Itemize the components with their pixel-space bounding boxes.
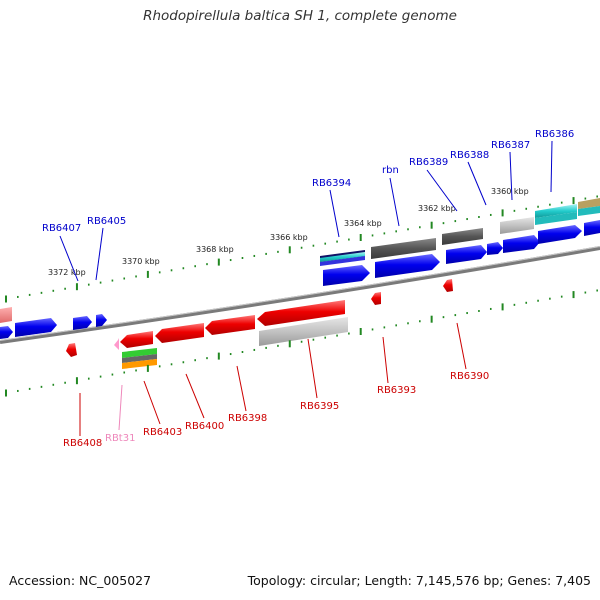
leader-line <box>467 161 487 206</box>
feature-reverse-box <box>122 354 157 363</box>
gene-label-reverse[interactable]: RB6403 <box>143 427 182 438</box>
leader-line <box>185 373 205 419</box>
gene-reverse-arrow[interactable] <box>120 331 153 348</box>
leader-line <box>456 322 467 370</box>
gene-label-forward[interactable]: rbn <box>382 165 399 176</box>
gene-forward-arrow[interactable] <box>446 245 487 264</box>
gene-forward-arrow[interactable] <box>487 242 503 255</box>
leader-line <box>329 189 340 238</box>
reverse-strand-genes <box>0 279 453 369</box>
genome-backbone <box>0 246 600 344</box>
gene-label-reverse[interactable]: RB6398 <box>228 413 267 424</box>
gene-reverse-arrow[interactable] <box>155 323 204 343</box>
gene-label-reverse[interactable]: RB6408 <box>63 438 102 449</box>
scale-label: 3364 kbp <box>344 219 382 228</box>
gene-forward-arrow[interactable] <box>538 225 582 244</box>
rna-label[interactable]: RBt31 <box>105 433 135 444</box>
feature-forward-box <box>442 228 483 245</box>
gene-label-forward[interactable]: RB6389 <box>409 157 448 168</box>
forward-strand-genes <box>0 198 600 339</box>
leader-line <box>307 338 318 399</box>
scale-labels: 3372 kbp 3370 kbp 3368 kbp 3366 kbp 3364 kbp… <box>48 187 529 277</box>
gene-reverse-arrow[interactable] <box>66 343 77 357</box>
leader-line <box>236 365 247 412</box>
gene-reverse-arrow[interactable] <box>371 292 381 305</box>
scale-label: 3368 kbp <box>196 245 234 254</box>
gene-forward-arrow[interactable] <box>323 265 370 286</box>
gene-label-forward[interactable]: RB6386 <box>535 129 574 140</box>
gene-label-reverse[interactable]: RB6400 <box>185 421 224 432</box>
feature-forward-box <box>320 252 365 262</box>
gene-forward-arrow[interactable] <box>503 235 540 253</box>
feature-forward-box <box>535 204 577 218</box>
topology-text: Topology: circular; Length: 7,145,576 bp… <box>247 573 591 588</box>
genome-backbone-highlight <box>0 246 600 341</box>
gene-label-reverse[interactable]: RB6395 <box>300 401 339 412</box>
feature-forward-box <box>371 238 436 259</box>
scale-label: 3360 kbp <box>491 187 529 196</box>
gene-label-forward[interactable]: RB6387 <box>491 140 530 151</box>
feature-reverse-box <box>122 359 157 369</box>
scale-ticks-outer <box>5 195 598 303</box>
gene-reverse-arrow[interactable] <box>443 279 453 292</box>
scale-ticks-inner <box>5 289 598 397</box>
leader-line <box>118 384 123 431</box>
feature-forward-box <box>535 212 577 225</box>
gene-label-forward[interactable]: RB6394 <box>312 178 351 189</box>
gene-forward-arrow[interactable] <box>15 318 57 337</box>
feature-reverse-box <box>259 317 348 346</box>
gene-label-reverse[interactable]: RB6393 <box>377 385 416 396</box>
gene-reverse-arrow[interactable] <box>205 315 255 335</box>
leader-line <box>143 380 161 425</box>
leader-line <box>509 151 513 201</box>
feature-forward-box <box>320 256 365 266</box>
map-title: Rhodopirellula baltica SH 1, complete ge… <box>143 8 457 24</box>
leader-line <box>59 235 79 282</box>
leader-line <box>95 227 104 281</box>
leader-line <box>382 336 389 384</box>
gene-forward-arrow[interactable] <box>96 314 107 327</box>
gene-forward-arrow[interactable] <box>584 220 600 236</box>
leader-line <box>389 177 400 227</box>
gene-label-forward[interactable]: RB6405 <box>87 216 126 227</box>
gene-forward-arrow[interactable] <box>73 316 92 330</box>
feature-forward-box <box>500 217 534 234</box>
scale-label: 3362 kbp <box>418 204 456 213</box>
feature-forward-box <box>578 206 600 216</box>
scale-label: 3372 kbp <box>48 268 86 277</box>
gene-reverse-arrow[interactable] <box>257 300 345 326</box>
scale-label: 3370 kbp <box>122 257 160 266</box>
leader-line <box>550 140 553 193</box>
gene-label-forward[interactable]: RB6407 <box>42 223 81 234</box>
gene-reverse-arrow[interactable] <box>114 338 119 350</box>
gene-forward-arrow[interactable] <box>375 254 440 278</box>
leader-line <box>426 169 458 212</box>
feature-reverse-box <box>122 348 157 358</box>
feature-forward-box <box>578 198 600 209</box>
gene-reverse-arrow[interactable] <box>0 307 12 323</box>
gene-label-reverse[interactable]: RB6390 <box>450 371 489 382</box>
gene-label-forward[interactable]: RB6388 <box>450 150 489 161</box>
scale-label: 3366 kbp <box>270 233 308 242</box>
gene-forward-arrow[interactable] <box>0 326 13 339</box>
accession-text: Accession: NC_005027 <box>9 573 152 588</box>
